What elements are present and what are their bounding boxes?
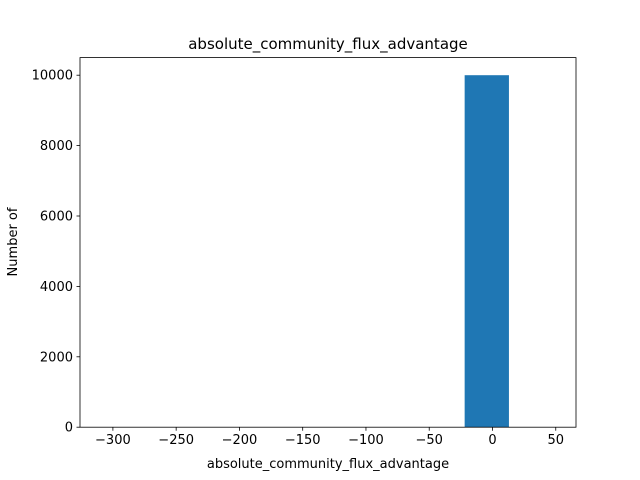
x-tick-label: 50 — [547, 433, 564, 448]
y-tick-label: 8000 — [40, 139, 73, 154]
y-tick-label: 0 — [65, 421, 73, 436]
x-tick-label: 0 — [488, 433, 496, 448]
x-tick-label: −150 — [285, 433, 321, 448]
y-tick-label: 2000 — [40, 350, 73, 365]
y-axis-ticks: 0 2000 4000 6000 8000 10000 — [32, 69, 80, 436]
x-tick-label: −200 — [222, 433, 258, 448]
x-tick-label: −250 — [158, 433, 194, 448]
x-tick-label: −100 — [348, 433, 384, 448]
plot-frame — [79, 57, 577, 428]
x-tick-label: −50 — [416, 433, 443, 448]
histogram-bar-0 — [464, 75, 509, 428]
x-axis-label: absolute_community_flux_advantage — [207, 457, 449, 472]
y-tick-label: 4000 — [40, 280, 73, 295]
y-tick-label: 6000 — [40, 210, 73, 225]
y-tick-label: 10000 — [32, 69, 73, 84]
x-tick-label: −300 — [95, 433, 131, 448]
chart-title: absolute_community_flux_advantage — [188, 35, 468, 54]
x-axis-ticks: −300 −250 −200 −150 −100 −50 0 50 — [95, 427, 564, 448]
bars-group — [464, 75, 509, 428]
y-axis-label: Number of — [6, 207, 21, 276]
